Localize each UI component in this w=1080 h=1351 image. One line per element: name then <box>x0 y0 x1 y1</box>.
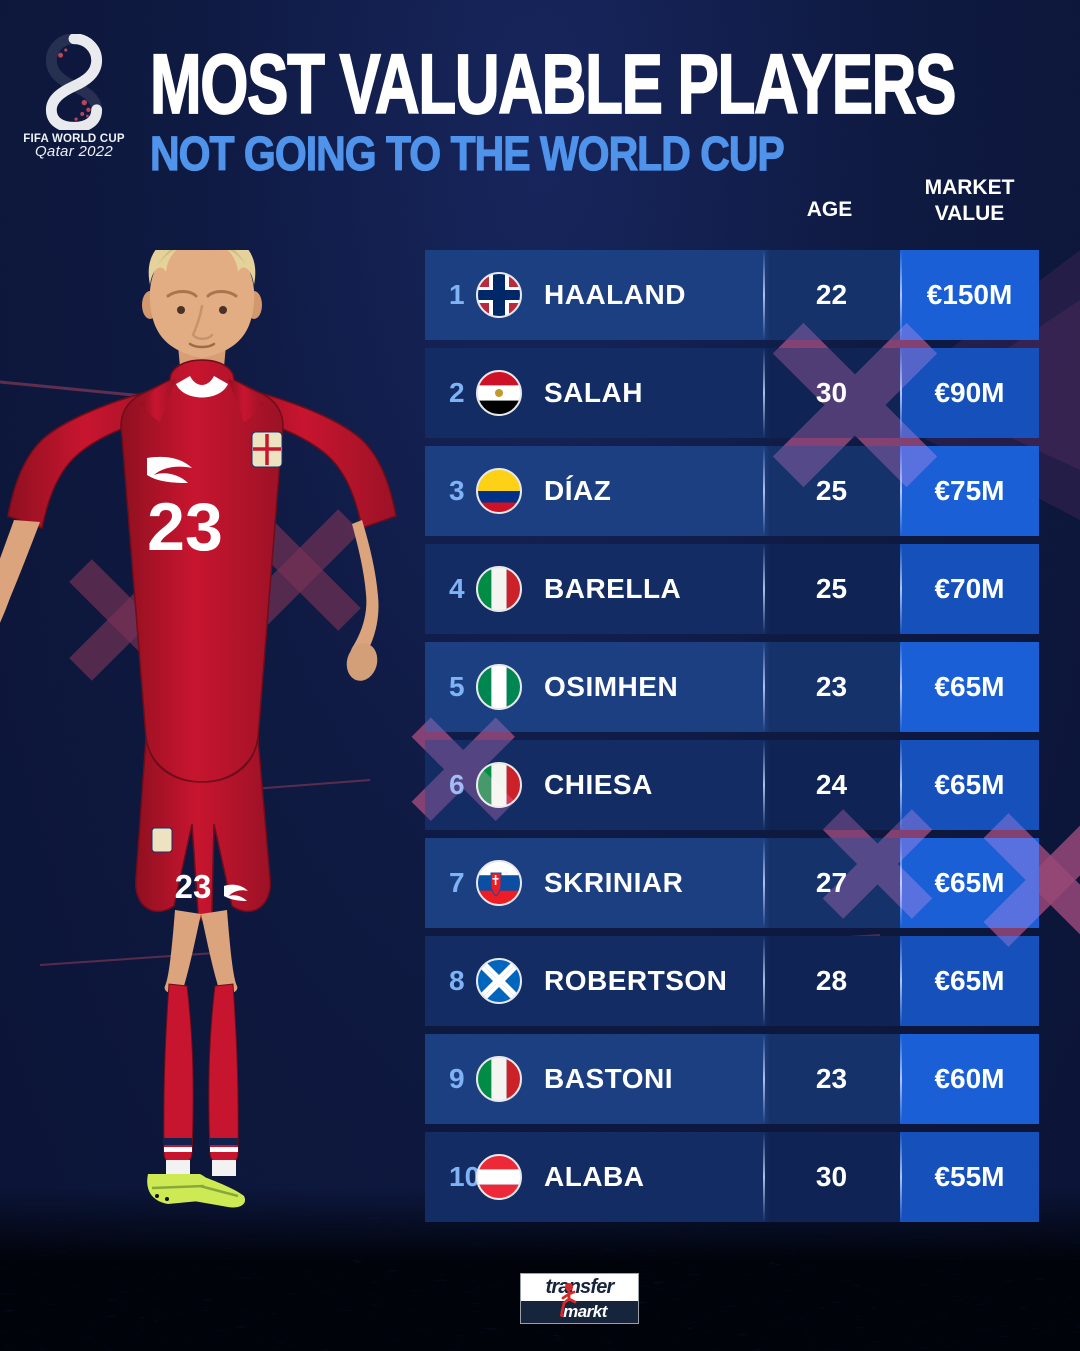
svg-text:23: 23 <box>147 489 223 565</box>
svg-text:23: 23 <box>175 868 212 905</box>
